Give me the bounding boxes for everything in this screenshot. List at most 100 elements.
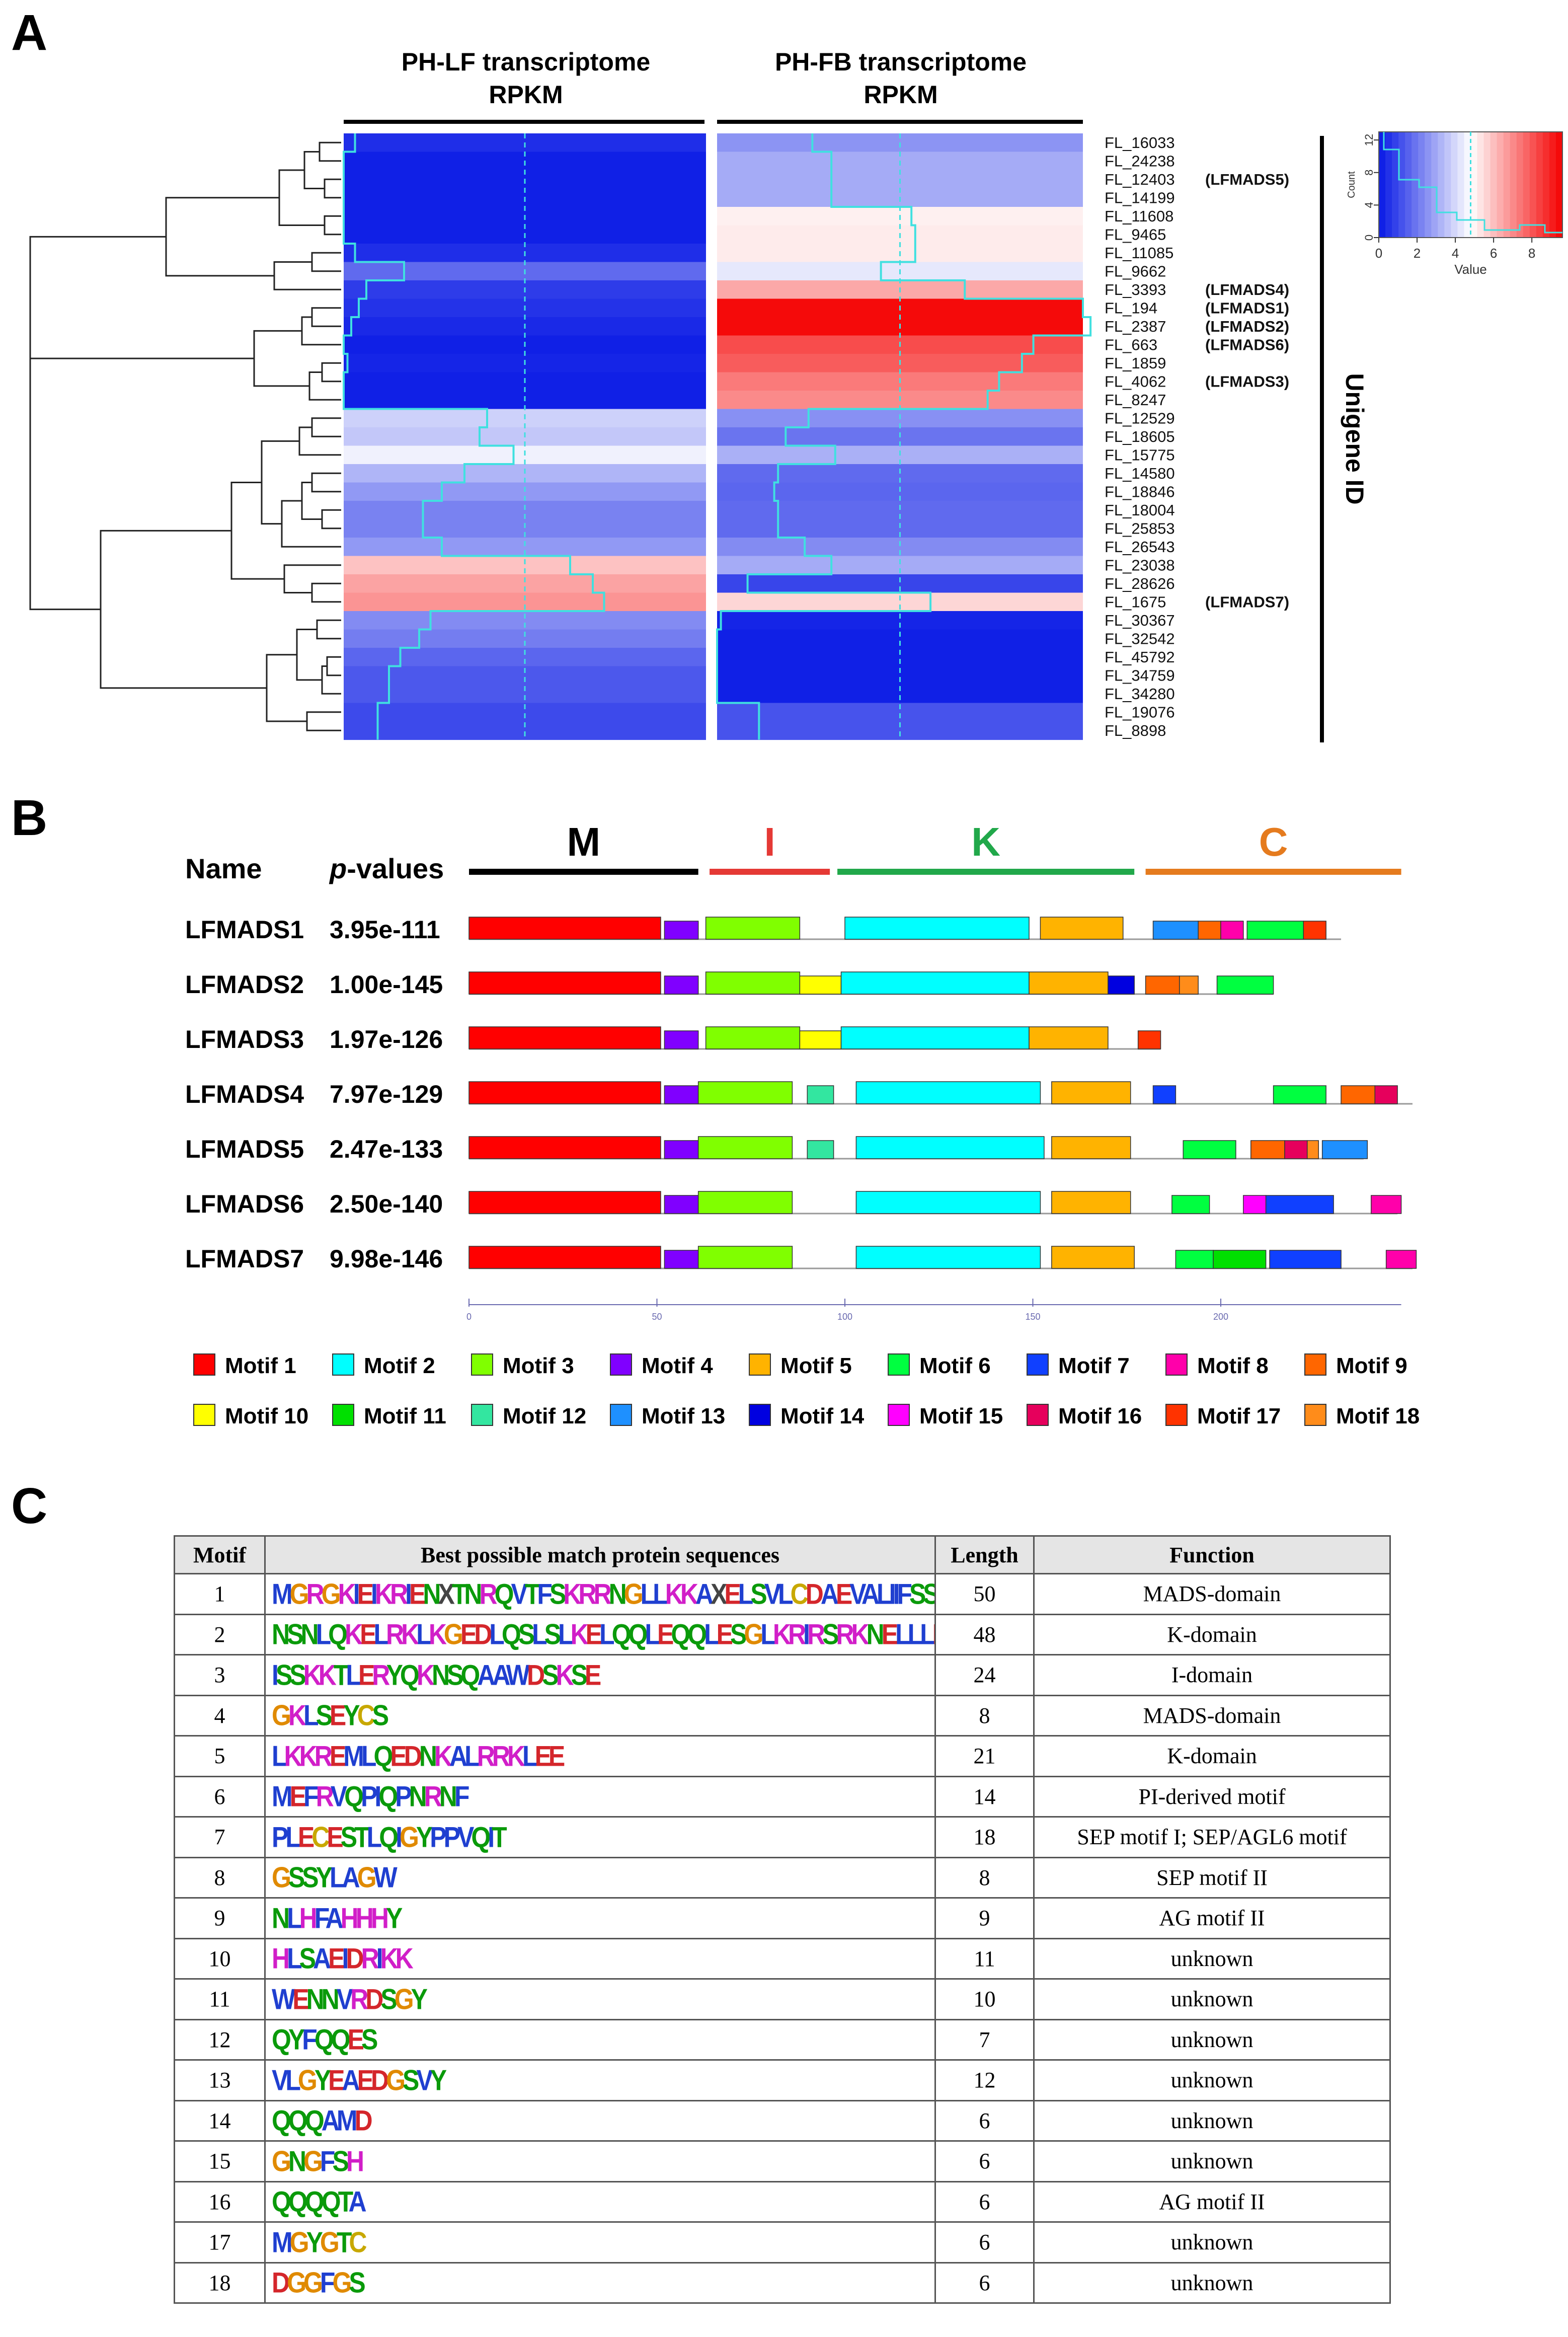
motif-number: 4 — [174, 1694, 266, 1737]
motif-length: 24 — [934, 1654, 1035, 1696]
sequence-logo-letters: GSSYLAGW — [272, 1861, 398, 1894]
color-key-y-label: Count — [1346, 171, 1357, 198]
lf-trace — [343, 133, 605, 740]
motif-block-7 — [1265, 1195, 1334, 1214]
color-key-swatch — [1457, 132, 1465, 238]
sequence-logo: NLHFAHHHY — [264, 1897, 936, 1939]
pvalues-header-italic: p — [329, 853, 347, 884]
color-key-y-tick-label: 4 — [1363, 202, 1375, 208]
sequence-logo-letters: ISSKKTLERYQKNSQAAWDSKSE — [272, 1658, 601, 1691]
dendrogram-branch — [281, 500, 341, 548]
color-key-swatch — [1555, 132, 1563, 238]
row-label-id: FL_663 — [1105, 336, 1157, 354]
legend-label-3: Motif 3 — [503, 1353, 574, 1378]
sequence-axis-tick-label: 150 — [1025, 1312, 1040, 1322]
motif-length: 7 — [934, 2018, 1035, 2061]
row-label-id: FL_18004 — [1105, 501, 1175, 519]
dendrogram-branch — [266, 654, 307, 722]
sequence-logo: DGGFGS — [264, 2261, 936, 2304]
color-key-x-tick-label: 8 — [1528, 246, 1535, 261]
row-label-id: FL_11608 — [1105, 207, 1173, 225]
motif-block-16 — [1284, 1140, 1308, 1159]
legend-label-7: Motif 7 — [1058, 1353, 1130, 1378]
legend-label-9: Motif 9 — [1336, 1353, 1407, 1378]
motif-function: unknown — [1033, 2059, 1391, 2101]
table-row: 12 QYFQQES 7 unknown — [174, 2018, 1391, 2061]
motif-block-8 — [1371, 1195, 1402, 1214]
legend-label-11: Motif 11 — [364, 1404, 446, 1428]
dendrogram-branch — [301, 316, 341, 346]
motif-block-6 — [1216, 975, 1274, 995]
row-label-id: FL_8898 — [1105, 722, 1166, 739]
motif-number: 15 — [174, 2140, 266, 2182]
sequence-logo-letters: GKLSEYCS — [272, 1699, 389, 1732]
dendrogram-branch — [230, 482, 284, 580]
motif-block-2 — [840, 971, 1030, 995]
motif-block-8 — [1385, 1250, 1417, 1269]
row-label-id: FL_30367 — [1105, 612, 1175, 629]
motif-block-5 — [1040, 917, 1124, 940]
row-label-gene: (LFMADS7) — [1205, 593, 1289, 611]
motif-number: 14 — [174, 2099, 266, 2142]
motif-block-2 — [855, 1191, 1041, 1214]
fb-trace — [716, 133, 1092, 740]
motif-block-3 — [705, 1026, 801, 1049]
motif-block-7 — [1269, 1250, 1342, 1269]
row-label-id: FL_28626 — [1105, 575, 1175, 592]
motif-block-1 — [468, 917, 661, 940]
sequence-logo-letters: MGRGKIEIKRIENXTNRQVTFSKRRNGLLKKAXELSVLCD… — [272, 1577, 934, 1610]
motif-function: unknown — [1033, 2018, 1391, 2061]
motif-number: 9 — [174, 1897, 266, 1939]
dendrogram-branch — [29, 297, 101, 611]
table-row: 16 QQQQTA 6 AG motif II — [174, 2180, 1391, 2223]
motif-length: 6 — [934, 2261, 1035, 2304]
motif-block-14 — [1108, 975, 1135, 995]
color-key-swatch — [1385, 132, 1393, 238]
motif-length: 6 — [934, 2140, 1035, 2182]
motif-block-6 — [1175, 1250, 1214, 1269]
motif-block-8 — [1220, 921, 1244, 940]
protein-name: LFMADS6 — [185, 1190, 304, 1218]
row-label-id: FL_45792 — [1105, 648, 1175, 666]
motif-function: SEP motif I; SEP/AGL6 motif — [1033, 1816, 1391, 1858]
row-label-id: FL_18846 — [1105, 483, 1175, 501]
motif-block-9 — [1250, 1140, 1285, 1159]
motif-length: 8 — [934, 1694, 1035, 1737]
table-row: 9 NLHFAHHHY 9 AG motif II — [174, 1897, 1391, 1939]
dendrogram-branch — [321, 509, 341, 530]
motif-block-4 — [664, 1030, 699, 1049]
motif-block-2 — [855, 1081, 1041, 1104]
dendrogram-branch — [324, 215, 341, 236]
motif-block-5 — [1051, 1246, 1135, 1269]
motif-number: 5 — [174, 1735, 266, 1777]
row-label-id: FL_24238 — [1105, 153, 1175, 170]
motif-block-6 — [1171, 1195, 1210, 1214]
sequence-logo-letters: PLECESTLQIGYPPVQIT — [272, 1821, 507, 1853]
motif-block-1 — [468, 971, 661, 995]
lf-header-line1: PH-LF transcriptome — [402, 48, 651, 76]
protein-pvalue: 1.00e-145 — [330, 970, 443, 999]
legend-label-13: Motif 13 — [642, 1404, 725, 1428]
sequence-logo: MEFRVQPIQPNRNF — [264, 1775, 936, 1818]
heatmap-figure: PH-LF transcriptome RPKM PH-FB transcrip… — [29, 48, 1563, 742]
sequence-logo-letters: GNGFSH — [272, 2145, 364, 2177]
color-key-swatch — [1516, 132, 1524, 238]
motif-block-4 — [664, 1085, 699, 1104]
legend-label-2: Motif 2 — [364, 1353, 435, 1378]
motif-function: MADS-domain — [1033, 1694, 1391, 1737]
dendrogram-branch — [29, 236, 254, 359]
table-row: 2 NSNLQKELRKLKGEDLQSLSLKELQQLEQQLESGLKRIR… — [174, 1613, 1391, 1655]
dendrogram-branch — [311, 472, 341, 493]
motif-block-4 — [664, 1195, 699, 1214]
motif-block-6 — [1183, 1140, 1236, 1159]
color-key-swatch — [1510, 132, 1517, 238]
sequence-logo: GNGFSH — [264, 2140, 936, 2182]
unigene-id-label: Unigene ID — [1341, 373, 1369, 504]
legend-label-8: Motif 8 — [1197, 1353, 1269, 1378]
motif-block-12 — [807, 1085, 834, 1104]
motif-block-5 — [1051, 1136, 1131, 1159]
color-key-x-label: Value — [1454, 262, 1487, 277]
color-key-swatch — [1542, 132, 1550, 238]
motif-block-11 — [1213, 1250, 1267, 1269]
row-label-id: FL_19076 — [1105, 704, 1175, 721]
